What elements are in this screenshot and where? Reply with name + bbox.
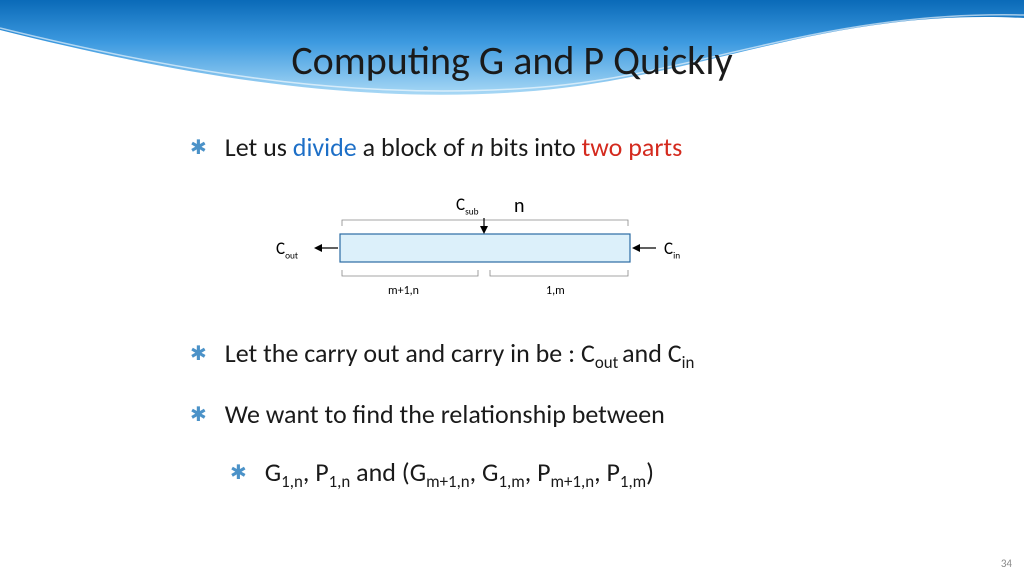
t: , P xyxy=(594,456,620,488)
label-csub: Csub xyxy=(456,194,479,217)
t: m+1,n xyxy=(426,471,470,492)
label-cout: Cout xyxy=(276,238,298,261)
slide-title: Computing G and P Quickly xyxy=(0,36,1024,85)
page-number: 34 xyxy=(1001,557,1012,570)
t: in xyxy=(682,352,695,373)
t: two parts xyxy=(582,131,683,163)
label-n: n xyxy=(514,194,525,218)
bullet-star-icon: ✱ xyxy=(190,397,207,433)
t: C xyxy=(664,238,673,259)
t: , P xyxy=(303,456,329,488)
content-area: ✱ Let us divide a block of n bits into t… xyxy=(190,130,930,516)
bullet-2-text: Let the carry out and carry in be : Cout… xyxy=(225,336,695,375)
bullet-4-text: G1,n, P1,n and (Gm+1,n, G1,m, Pm+1,n, P1… xyxy=(265,455,654,494)
label-left-range: m+1,n xyxy=(388,284,419,298)
t: 1,n xyxy=(281,471,303,492)
t: G xyxy=(265,456,281,488)
bullet-star-icon: ✱ xyxy=(230,455,247,491)
t: C xyxy=(276,238,285,259)
t: Let us xyxy=(225,131,293,163)
t: m+1,n xyxy=(551,471,595,492)
label-right-range: 1,m xyxy=(546,284,565,298)
t: a block of xyxy=(357,131,471,163)
t: and C xyxy=(622,337,682,369)
t: and (G xyxy=(350,456,426,488)
bullet-1: ✱ Let us divide a block of n bits into t… xyxy=(190,130,930,166)
t: n xyxy=(471,131,484,163)
t: 1,n xyxy=(329,471,351,492)
diagram-svg xyxy=(250,188,730,318)
t: 1,m xyxy=(498,471,524,492)
block-diagram: Csub n Cout Cin m+1,n 1,m xyxy=(250,188,730,318)
slide: Computing G and P Quickly ✱ Let us divid… xyxy=(0,0,1024,576)
t: C xyxy=(456,194,465,215)
t: , P xyxy=(525,456,551,488)
bullet-star-icon: ✱ xyxy=(190,130,207,166)
bullet-1-text: Let us divide a block of n bits into two… xyxy=(225,130,683,165)
bullet-3-text: We want to find the relationship between xyxy=(225,397,665,432)
t: ) xyxy=(646,456,654,488)
t: in xyxy=(673,249,680,261)
bullet-2: ✱ Let the carry out and carry in be : Co… xyxy=(190,336,930,375)
t: divide xyxy=(293,131,357,163)
t: 1,m xyxy=(620,471,646,492)
t: Let the carry out and carry in be : C xyxy=(225,337,595,369)
bullet-4: ✱ G1,n, P1,n and (Gm+1,n, G1,m, Pm+1,n, … xyxy=(230,455,930,494)
t: sub xyxy=(465,205,478,217)
t: bits into xyxy=(484,131,582,163)
label-cin: Cin xyxy=(664,238,680,261)
bullet-star-icon: ✱ xyxy=(190,336,207,372)
bullet-3: ✱ We want to find the relationship betwe… xyxy=(190,397,930,433)
t: out xyxy=(285,249,298,261)
t: out xyxy=(595,352,622,373)
t: , G xyxy=(470,456,499,488)
